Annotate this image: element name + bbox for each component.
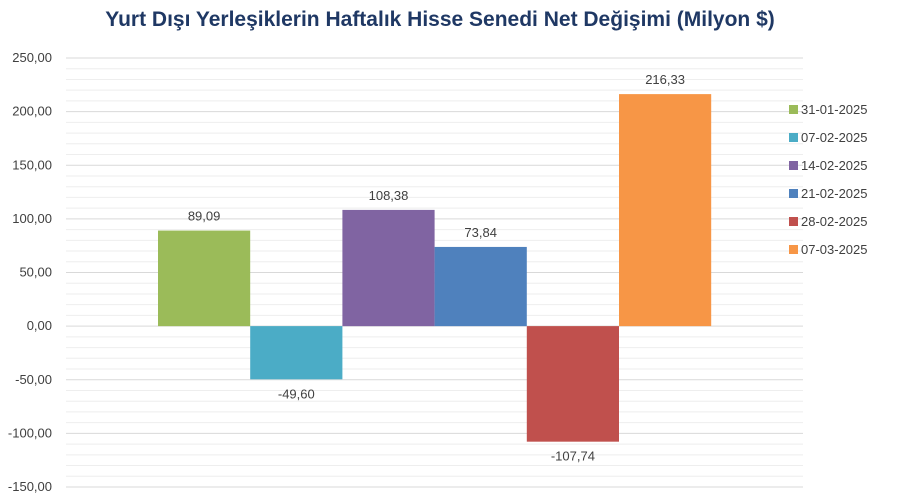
bar-28-02-2025 <box>526 326 619 442</box>
legend-label-31-01-2025: 31-01-2025 <box>801 102 868 117</box>
bar-07-03-2025 <box>619 94 712 327</box>
legend-label-07-03-2025: 07-03-2025 <box>801 242 868 257</box>
data-label-31-01-2025: 89,09 <box>188 209 221 224</box>
bars-layer <box>158 94 712 442</box>
legend-label-21-02-2025: 21-02-2025 <box>801 186 868 201</box>
legend-swatch-21-02-2025 <box>789 189 798 198</box>
legend-label-14-02-2025: 14-02-2025 <box>801 158 868 173</box>
legend-swatch-31-01-2025 <box>789 105 798 114</box>
y-tick-label: 100,00 <box>12 211 52 226</box>
y-tick-label: -150,00 <box>8 479 52 494</box>
y-axis-ticks: 250,00 200,00 150,00 100,00 50,00 0,00 -50,00 -… <box>8 50 52 494</box>
y-tick-label: 0,00 <box>27 318 52 333</box>
legend-swatch-07-02-2025 <box>789 133 798 142</box>
y-tick-label: 200,00 <box>12 104 52 119</box>
data-label-28-02-2025: -107,74 <box>551 449 595 464</box>
data-label-21-02-2025: 73,84 <box>464 225 497 240</box>
y-tick-label: -100,00 <box>8 425 52 440</box>
legend-label-07-02-2025: 07-02-2025 <box>801 130 868 145</box>
legend-swatch-07-03-2025 <box>789 245 798 254</box>
data-label-07-03-2025: 216,33 <box>645 72 685 87</box>
bar-14-02-2025 <box>342 209 435 327</box>
data-label-14-02-2025: 108,38 <box>369 188 409 203</box>
bar-21-02-2025 <box>434 246 527 327</box>
legend: 31-01-2025 07-02-2025 14-02-2025 21-02-2025… <box>789 102 868 257</box>
chart-title: Yurt Dışı Yerleşiklerin Haftalık Hisse S… <box>105 8 775 31</box>
legend-swatch-14-02-2025 <box>789 161 798 170</box>
y-tick-label: 50,00 <box>19 265 52 280</box>
data-label-07-02-2025: -49,60 <box>278 386 315 401</box>
bar-31-01-2025 <box>158 230 251 327</box>
legend-label-28-02-2025: 28-02-2025 <box>801 214 868 229</box>
y-tick-label: 250,00 <box>12 50 52 65</box>
y-tick-label: 150,00 <box>12 157 52 172</box>
data-labels-layer: 89,09 -49,60 108,38 73,84 -107,74 216,33 <box>188 72 685 464</box>
y-tick-label: -50,00 <box>15 372 52 387</box>
legend-swatch-28-02-2025 <box>789 217 798 226</box>
bar-07-02-2025 <box>250 326 343 380</box>
